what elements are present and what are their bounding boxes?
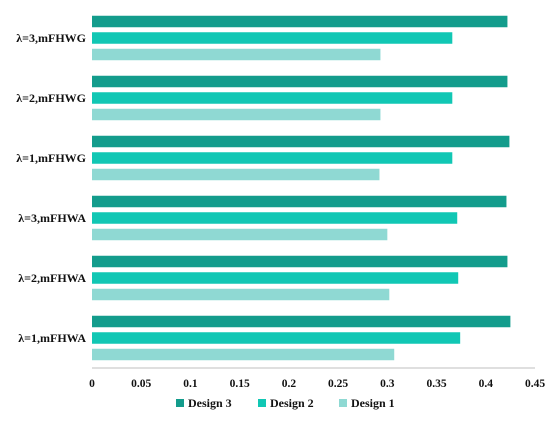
bar-design-3-4 <box>92 255 508 268</box>
legend-label: Design 3 <box>188 396 232 410</box>
x-tick-label: 0.1 <box>183 378 198 390</box>
bar-design-3-2 <box>92 135 510 148</box>
bar-design-1-2 <box>92 168 380 181</box>
x-tick-label: 0.4 <box>479 378 494 390</box>
bar-design-1-3 <box>92 228 388 241</box>
x-tick-label: 0 <box>89 378 95 390</box>
x-tick-label: 0.35 <box>426 378 446 390</box>
bar-design-1-4 <box>92 288 390 301</box>
bar-design-3-5 <box>92 315 511 328</box>
x-tick-label: 0.05 <box>131 378 151 390</box>
bar-design-2-4 <box>92 272 459 284</box>
category-label: λ=3,mFHWA <box>18 211 86 225</box>
category-label: λ=2,mFHWA <box>18 271 86 285</box>
x-axis-ticks: 0 0.05 0.1 0.15 0.2 0.25 0.3 0.35 0.4 0.45 <box>89 378 545 390</box>
legend-label: Design 1 <box>351 396 395 410</box>
category-labels: λ=3,mFHWG λ=2,mFHWG λ=1,mFHWG λ=3,mFHWA λ=2,… <box>16 31 86 345</box>
category-label: λ=3,mFHWG <box>16 31 86 45</box>
legend: Design 3 Design 2 Design 1 <box>176 396 395 410</box>
bar-design-2-3 <box>92 212 458 224</box>
bar-design-2-0 <box>92 32 453 44</box>
x-tick-label: 0.2 <box>282 378 297 390</box>
legend-swatch <box>176 399 184 407</box>
x-tick-label: 0.45 <box>525 378 545 390</box>
bars-group <box>92 15 511 361</box>
bar-design-3-3 <box>92 195 507 208</box>
legend-swatch <box>339 399 347 407</box>
bar-design-3-0 <box>92 15 508 28</box>
x-tick-label: 0.25 <box>328 378 348 390</box>
bar-design-2-5 <box>92 332 461 344</box>
bar-design-1-1 <box>92 108 381 121</box>
bar-design-1-0 <box>92 48 381 61</box>
bar-design-1-5 <box>92 348 395 361</box>
category-label: λ=1,mFHWG <box>16 151 86 165</box>
bar-design-3-1 <box>92 75 508 88</box>
bar-design-2-1 <box>92 92 453 104</box>
legend-label: Design 2 <box>270 396 314 410</box>
legend-swatch <box>258 399 266 407</box>
category-label: λ=2,mFHWG <box>16 91 86 105</box>
x-tick-label: 0.3 <box>380 378 395 390</box>
category-label: λ=1,mFHWA <box>18 331 86 345</box>
x-tick-label: 0.15 <box>230 378 250 390</box>
bar-design-2-2 <box>92 152 453 164</box>
